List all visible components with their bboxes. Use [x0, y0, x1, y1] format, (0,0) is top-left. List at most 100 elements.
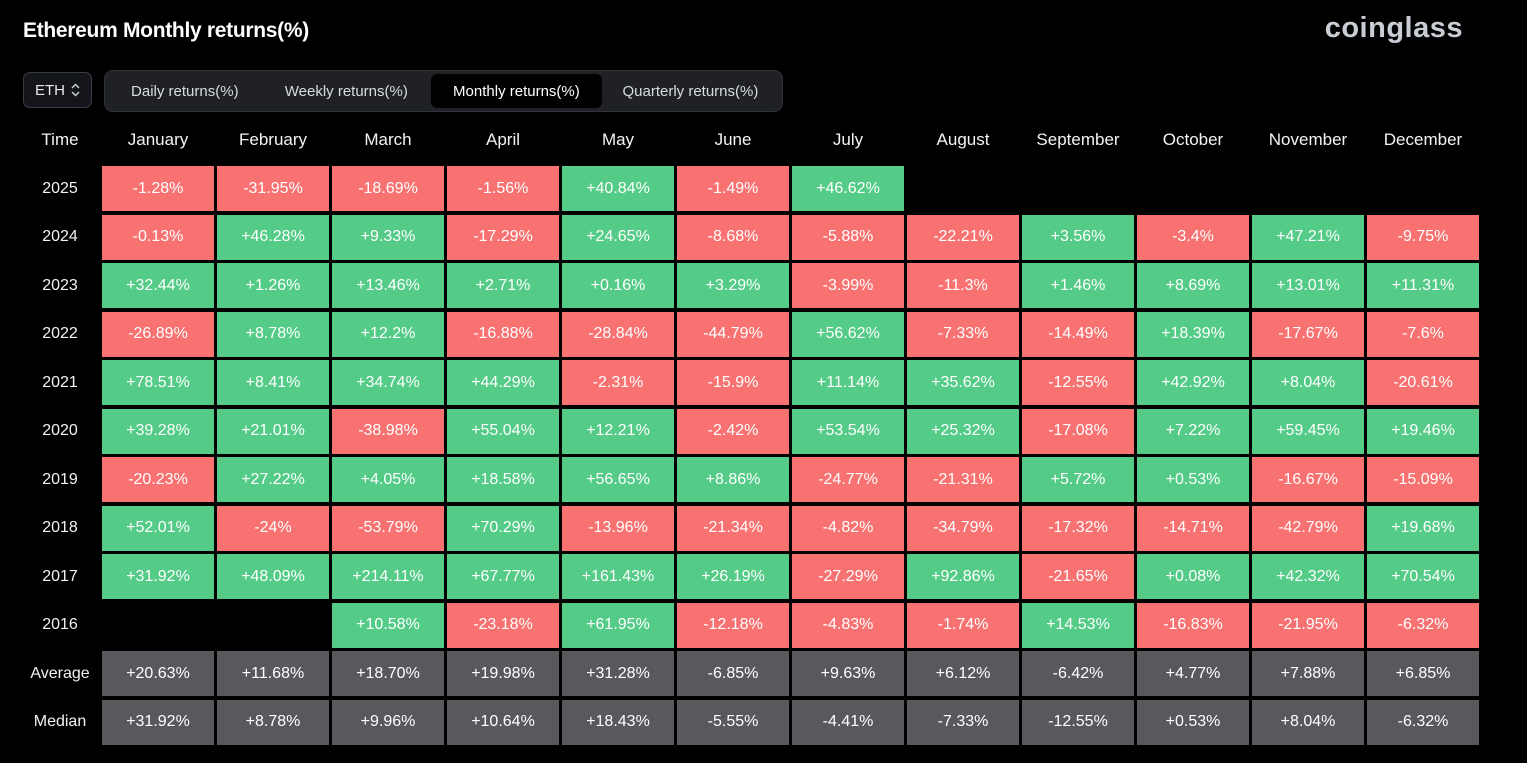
- table-row: 2019 -20.23% +27.22% +4.05% +18.58% +56.65% +8…: [21, 456, 1482, 505]
- return-cell: +3.56%: [1022, 214, 1134, 260]
- return-cell: -16.67%: [1252, 457, 1364, 502]
- return-cell: +55.04%: [447, 408, 559, 454]
- return-cell: +34.74%: [332, 360, 444, 405]
- column-header-month: December: [1383, 130, 1463, 149]
- return-cell: +8.69%: [1137, 263, 1249, 308]
- return-cell: +42.92%: [1137, 360, 1249, 405]
- return-cell: -12.55%: [1022, 360, 1134, 405]
- return-cell: -31.95%: [217, 166, 329, 211]
- return-cell: +35.62%: [907, 360, 1019, 405]
- stat-cell: +20.63%: [102, 651, 214, 696]
- tab-monthly-returns[interactable]: Monthly returns(%): [430, 74, 602, 108]
- year-label: 2019: [42, 470, 78, 488]
- stat-row: Average +20.63% +11.68% +18.70% +19.98% +31.2…: [21, 650, 1482, 699]
- year-label: 2018: [42, 519, 78, 536]
- return-cell: -1.56%: [447, 166, 559, 211]
- column-header-month: May: [601, 130, 635, 149]
- year-label: 2022: [42, 325, 78, 342]
- return-cell: -11.3%: [907, 263, 1019, 308]
- return-cell: +8.04%: [1252, 360, 1364, 405]
- return-cell: -7.6%: [1367, 311, 1479, 357]
- return-cell: -16.83%: [1137, 602, 1249, 648]
- return-cell: +32.44%: [102, 263, 214, 308]
- return-cell: +42.32%: [1252, 554, 1364, 599]
- return-cell: -6.32%: [1367, 602, 1479, 648]
- return-cell: -18.69%: [332, 166, 444, 211]
- return-cell: -13.96%: [562, 505, 674, 551]
- return-cell: +24.65%: [562, 214, 674, 260]
- return-cell: [1022, 166, 1134, 211]
- stat-label: Average: [30, 664, 90, 682]
- return-cell: +25.32%: [907, 408, 1019, 454]
- column-header-month: August: [936, 130, 990, 149]
- stat-label: Median: [33, 713, 87, 730]
- stat-cell: +6.12%: [907, 651, 1019, 696]
- column-header-time: Time: [41, 130, 79, 149]
- table-row: 2021 +78.51% +8.41% +34.74% +44.29% -2.31% -15…: [21, 359, 1482, 408]
- return-cell: +78.51%: [102, 360, 214, 405]
- return-cell: +18.39%: [1137, 311, 1249, 357]
- return-cell: -2.42%: [677, 408, 789, 454]
- column-header-month: January: [127, 130, 189, 149]
- return-cell: +3.29%: [677, 263, 789, 308]
- return-cell: +70.54%: [1367, 554, 1479, 599]
- return-cell: +31.92%: [102, 554, 214, 599]
- return-cell: +56.62%: [792, 311, 904, 357]
- page-title: Ethereum Monthly returns(%): [23, 19, 309, 42]
- stat-cell: -4.41%: [792, 699, 904, 745]
- year-label: 2017: [42, 567, 78, 585]
- return-cell: +48.09%: [217, 554, 329, 599]
- stat-cell: +7.88%: [1252, 651, 1364, 696]
- tab-quarterly-returns[interactable]: Quarterly returns(%): [622, 82, 759, 100]
- return-cell: +40.84%: [562, 166, 674, 211]
- return-cell: [1367, 166, 1479, 211]
- stat-cell: -6.32%: [1367, 699, 1479, 745]
- return-cell: +13.01%: [1252, 263, 1364, 308]
- column-header-month: November: [1268, 130, 1348, 149]
- return-cell: -27.29%: [792, 554, 904, 599]
- return-cell: -12.18%: [677, 602, 789, 648]
- return-cell: -14.49%: [1022, 311, 1134, 357]
- return-cell: +11.14%: [792, 360, 904, 405]
- return-cell: +161.43%: [562, 554, 674, 599]
- column-header-month: April: [485, 130, 520, 149]
- stat-cell: +18.43%: [562, 699, 674, 745]
- return-cell: +19.46%: [1367, 408, 1479, 454]
- table-row: 2018 +52.01% -24% -53.79% +70.29% -13.96% -21.…: [21, 504, 1482, 553]
- return-cell: +70.29%: [447, 505, 559, 551]
- stat-cell: +4.77%: [1137, 651, 1249, 696]
- return-cell: +46.28%: [217, 214, 329, 260]
- return-cell: +39.28%: [102, 408, 214, 454]
- return-cell: +1.26%: [217, 263, 329, 308]
- column-header-month: June: [714, 130, 752, 149]
- asset-select[interactable]: ETH: [23, 72, 92, 108]
- return-cell: -0.13%: [102, 214, 214, 260]
- return-cell: [102, 603, 214, 648]
- return-cell: -23.18%: [447, 602, 559, 648]
- return-cell: +214.11%: [332, 554, 444, 599]
- return-cell: +46.62%: [792, 166, 904, 211]
- column-header-month: March: [364, 130, 412, 149]
- year-label: 2016: [42, 616, 78, 633]
- return-cell: +61.95%: [562, 602, 674, 648]
- return-cell: -22.21%: [907, 214, 1019, 260]
- year-label: 2020: [42, 422, 78, 439]
- return-cell: +4.05%: [332, 457, 444, 502]
- return-cell: +26.19%: [677, 554, 789, 599]
- return-cell: -14.71%: [1137, 505, 1249, 551]
- return-cell: +11.31%: [1367, 263, 1479, 308]
- return-cell: -17.67%: [1252, 311, 1364, 357]
- return-cell: -15.09%: [1367, 457, 1479, 502]
- year-label: 2024: [42, 228, 78, 245]
- tab-weekly-returns[interactable]: Weekly returns(%): [284, 82, 408, 100]
- return-cell: +52.01%: [102, 505, 214, 551]
- tab-daily-returns[interactable]: Daily returns(%): [131, 82, 239, 100]
- year-label: 2021: [42, 373, 78, 391]
- stat-cell: +9.96%: [332, 699, 444, 745]
- return-cell: [217, 603, 329, 648]
- return-cell: +12.2%: [332, 311, 444, 357]
- stat-cell: -12.55%: [1022, 699, 1134, 745]
- table-header-row: Time January February March April May June July…: [21, 116, 1482, 165]
- stat-cell: +0.53%: [1137, 699, 1249, 745]
- return-cell: -3.99%: [792, 263, 904, 308]
